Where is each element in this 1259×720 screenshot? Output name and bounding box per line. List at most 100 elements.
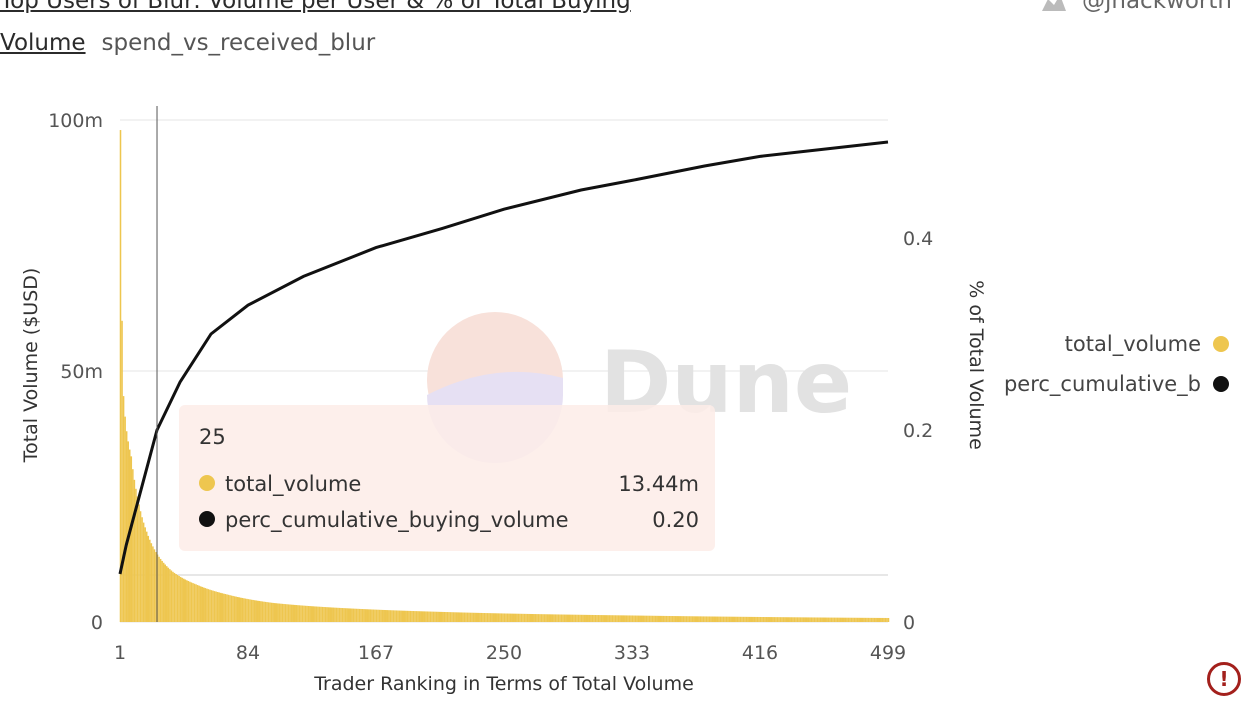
volume-bar bbox=[577, 614, 580, 622]
volume-bar bbox=[431, 611, 433, 622]
volume-bar bbox=[821, 617, 823, 622]
volume-bar bbox=[693, 616, 695, 622]
volume-bar bbox=[536, 614, 538, 622]
volume-bar bbox=[240, 597, 242, 622]
volume-bar bbox=[642, 615, 645, 622]
volume-bar bbox=[523, 613, 526, 622]
volume-bar bbox=[460, 612, 463, 622]
volume-bar bbox=[727, 616, 729, 622]
volume-bar bbox=[173, 572, 176, 622]
volume-bar bbox=[420, 611, 422, 622]
volume-bar bbox=[690, 616, 692, 622]
volume-bar bbox=[594, 615, 597, 622]
volume-bar bbox=[883, 617, 885, 622]
volume-bar bbox=[438, 611, 441, 622]
volume-bar bbox=[454, 612, 456, 622]
volume-bar bbox=[246, 598, 248, 622]
volume-bar bbox=[429, 611, 432, 622]
volume-bar bbox=[247, 599, 250, 622]
volume-bar bbox=[152, 546, 154, 622]
volume-bar bbox=[562, 614, 564, 622]
volume-bar bbox=[496, 613, 498, 622]
volume-bar bbox=[238, 597, 241, 622]
volume-bar bbox=[620, 615, 623, 622]
volume-bar bbox=[736, 616, 739, 622]
volume-bar bbox=[526, 613, 529, 622]
volume-bar bbox=[189, 581, 191, 622]
volume-bar bbox=[545, 614, 547, 622]
volume-bar bbox=[705, 616, 708, 622]
volume-bar bbox=[676, 616, 678, 622]
volume-bar bbox=[176, 575, 179, 622]
volume-bar bbox=[607, 615, 609, 622]
volume-bar bbox=[125, 431, 128, 622]
volume-bar bbox=[149, 539, 151, 622]
volume-bar bbox=[624, 615, 626, 622]
volume-bar bbox=[665, 615, 668, 622]
volume-bar bbox=[804, 617, 806, 622]
volume-bar bbox=[778, 617, 780, 622]
author-tag[interactable]: @jhackworth bbox=[1040, 0, 1232, 14]
legend-item-cumulative[interactable]: perc_cumulative_b bbox=[1004, 372, 1201, 397]
volume-bar bbox=[505, 613, 507, 622]
volume-bar bbox=[782, 617, 785, 622]
volume-bar bbox=[142, 522, 145, 622]
volume-bar bbox=[822, 617, 825, 622]
volume-bar bbox=[459, 612, 461, 622]
volume-bar bbox=[179, 576, 182, 622]
volume-bar bbox=[801, 617, 803, 622]
volume-bar bbox=[253, 600, 256, 622]
volume-bar bbox=[293, 604, 296, 622]
volume-bar bbox=[465, 612, 467, 622]
volume-bar bbox=[329, 607, 332, 622]
volume-bars bbox=[119, 130, 890, 623]
volume-bar bbox=[297, 605, 299, 622]
volume-bar bbox=[876, 617, 879, 622]
volume-bar bbox=[244, 598, 247, 622]
volume-bar bbox=[161, 560, 163, 622]
volume-bar bbox=[500, 613, 503, 622]
volume-bar bbox=[542, 614, 544, 622]
legend-item-total-volume[interactable]: total_volume bbox=[1065, 332, 1201, 357]
volume-bar bbox=[206, 588, 208, 622]
volume-bar bbox=[170, 570, 173, 622]
volume-bar bbox=[358, 608, 361, 622]
volume-bar bbox=[701, 616, 703, 622]
volume-bar bbox=[437, 611, 439, 622]
volume-bar bbox=[286, 604, 288, 622]
volume-bar bbox=[517, 613, 520, 622]
x-tick-label: 167 bbox=[358, 642, 394, 664]
chart-title-line2[interactable]: Volume bbox=[0, 30, 86, 56]
volume-bar bbox=[733, 616, 736, 622]
chart-title[interactable]: Top Users of Blur: Volume per User & % o… bbox=[0, 0, 631, 14]
volume-bar bbox=[492, 613, 495, 622]
volume-bar bbox=[640, 615, 643, 622]
volume-bar bbox=[802, 617, 805, 622]
volume-bar bbox=[307, 605, 310, 622]
volume-bar bbox=[133, 479, 136, 622]
volume-bar bbox=[372, 609, 375, 622]
volume-bar bbox=[826, 617, 828, 622]
volume-bar bbox=[605, 615, 608, 622]
volume-bar bbox=[384, 610, 387, 622]
volume-bar bbox=[792, 617, 794, 622]
volume-bar bbox=[391, 610, 393, 622]
volume-bar bbox=[744, 616, 746, 622]
volume-bar bbox=[229, 595, 231, 622]
volume-bar bbox=[405, 610, 407, 622]
volume-bar bbox=[136, 496, 139, 622]
tooltip-cumulative-name: perc_cumulative_buying_volume bbox=[225, 508, 569, 532]
volume-bar bbox=[622, 615, 625, 622]
volume-bar bbox=[397, 610, 399, 622]
volume-bar bbox=[135, 488, 137, 622]
volume-bar bbox=[488, 613, 490, 622]
volume-bar bbox=[141, 517, 143, 622]
volume-bar bbox=[731, 616, 734, 622]
volume-bar bbox=[713, 616, 716, 622]
volume-bar bbox=[625, 615, 628, 622]
exclamation-circle-icon[interactable]: ! bbox=[1207, 662, 1241, 696]
volume-bar bbox=[334, 607, 336, 622]
volume-bar bbox=[418, 611, 421, 622]
volume-bar bbox=[516, 613, 518, 622]
x-tick-label: 250 bbox=[486, 642, 522, 664]
